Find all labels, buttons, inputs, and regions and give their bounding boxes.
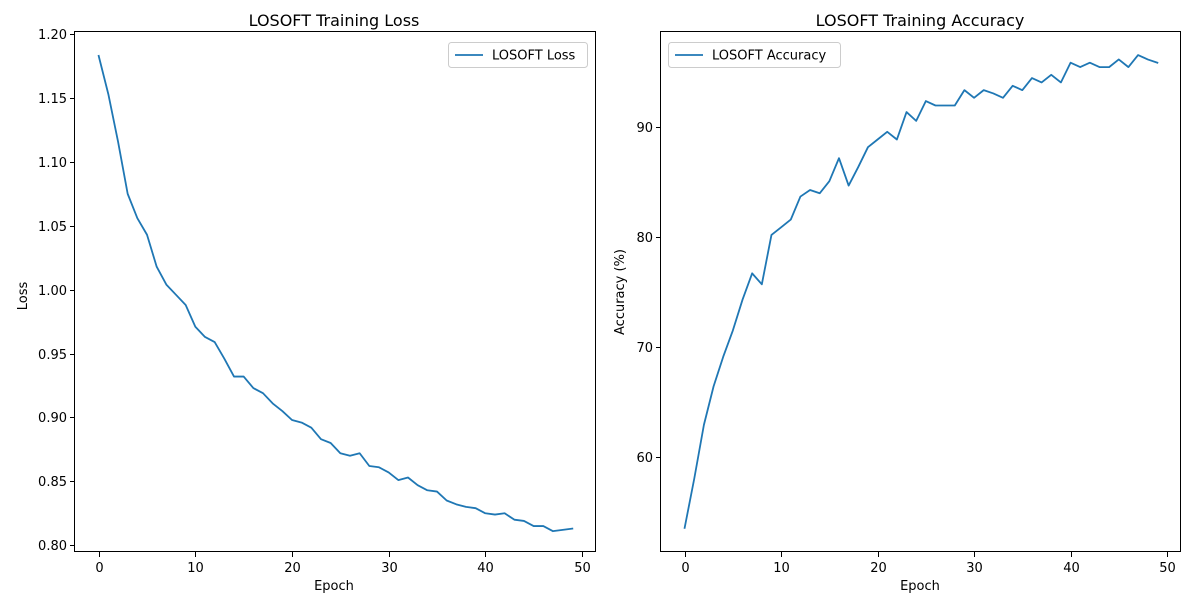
accuracy-plot-area: 0 10 20 30 40 50 60 70 80 90 [636, 54, 1176, 576]
accuracy-chart: LOSOFT Training Accuracy 0 10 20 30 40 50 60 70… [613, 11, 1181, 594]
accuracy-x-axis-label: Epoch [900, 579, 940, 594]
accuracy-y-axis-label: Accuracy (%) [613, 249, 628, 335]
loss-y-tick-label: 1.15 [38, 92, 67, 107]
loss-axes-frame [74, 31, 596, 552]
loss-plot-area: 0 10 20 30 40 50 0.80 0.85 0.90 0.95 1.00 1.05 1.10 1… [38, 28, 591, 576]
accuracy-x-tick-label: 30 [966, 561, 983, 576]
loss-x-tick-label: 40 [477, 561, 494, 576]
accuracy-y-tick-label: 80 [636, 231, 653, 246]
accuracy-x-tick-label: 50 [1159, 561, 1176, 576]
loss-y-tick-label: 0.85 [38, 475, 67, 490]
accuracy-x-tick-label: 20 [870, 561, 887, 576]
loss-x-tick-label: 50 [574, 561, 591, 576]
loss-legend: LOSOFT Loss [448, 42, 588, 68]
loss-y-tick-label: 1.20 [38, 28, 67, 43]
loss-x-tick-label: 30 [381, 561, 398, 576]
loss-x-tick-label: 0 [95, 561, 103, 576]
accuracy-x-tick-label: 0 [681, 561, 689, 576]
loss-x-tick-label: 10 [187, 561, 204, 576]
loss-series-line [97, 54, 574, 533]
loss-y-axis-label: Loss [16, 282, 31, 311]
loss-chart: LOSOFT Training Loss 0 10 20 30 40 50 0.80 0.85… [16, 11, 596, 594]
loss-chart-title: LOSOFT Training Loss [249, 11, 420, 30]
loss-y-tick-label: 1.05 [38, 220, 67, 235]
accuracy-series-line [683, 54, 1159, 529]
loss-x-axis-label: Epoch [314, 579, 354, 594]
loss-x-tick-label: 20 [284, 561, 301, 576]
accuracy-legend: LOSOFT Accuracy [668, 42, 841, 68]
loss-y-tick-label: 0.90 [38, 411, 67, 426]
loss-y-tick-label: 1.10 [38, 156, 67, 171]
loss-legend-label: LOSOFT Loss [492, 49, 576, 64]
accuracy-chart-title: LOSOFT Training Accuracy [816, 11, 1025, 30]
accuracy-y-tick-label: 70 [636, 341, 653, 356]
accuracy-y-tick-label: 90 [636, 121, 653, 136]
loss-y-tick-label: 0.95 [38, 348, 67, 363]
accuracy-legend-label: LOSOFT Accuracy [712, 49, 826, 64]
loss-y-tick-label: 1.00 [38, 284, 67, 299]
accuracy-x-tick-label: 10 [773, 561, 790, 576]
accuracy-axes-frame [660, 31, 1181, 552]
loss-y-tick-label: 0.80 [38, 539, 67, 554]
accuracy-y-tick-label: 60 [636, 451, 653, 466]
accuracy-x-tick-label: 40 [1063, 561, 1080, 576]
